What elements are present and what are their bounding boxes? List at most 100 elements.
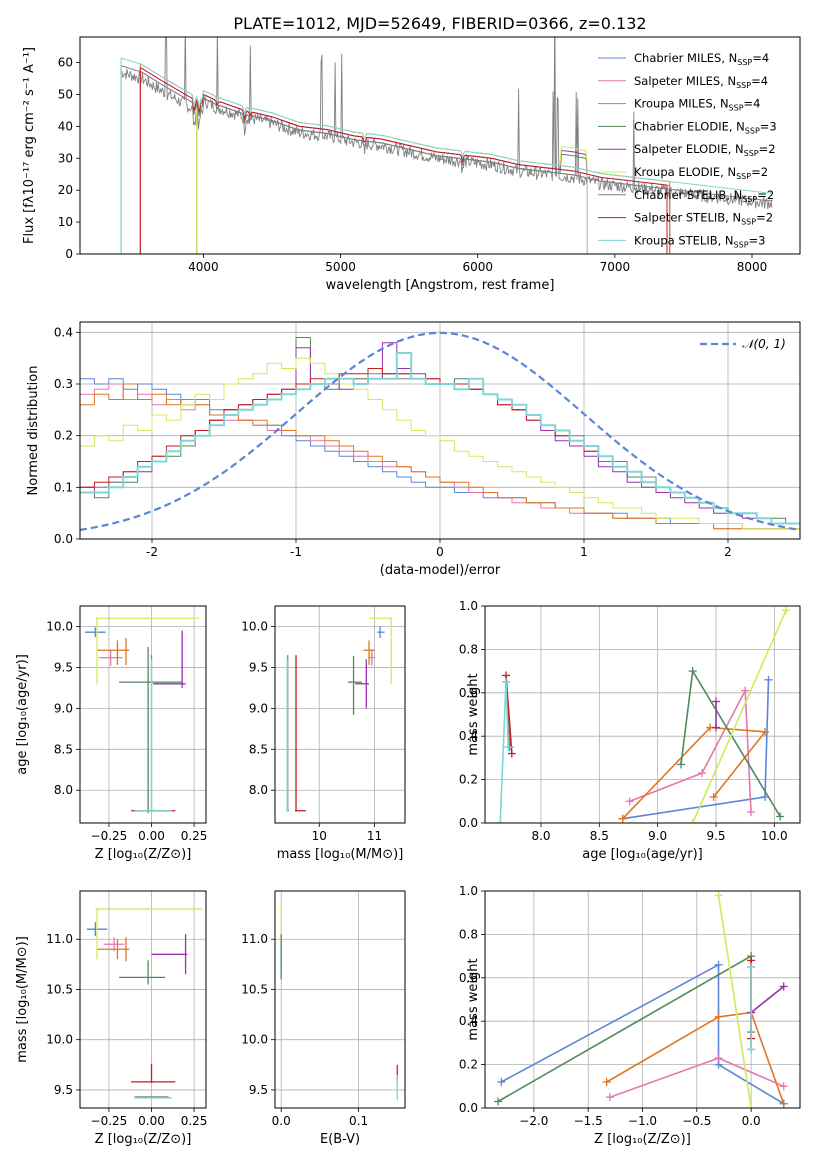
- series-salpeter-miles: [605, 1054, 788, 1102]
- legend-label-tail: =2: [759, 142, 776, 156]
- y-tick-label: 10.0: [241, 619, 268, 633]
- x-tick-label: 8.5: [590, 829, 609, 843]
- legend-label: Kroupa STELIB, NSSP=3: [634, 233, 765, 249]
- data-point-kroupa-miles: [363, 640, 375, 665]
- series-chabrier-miles: [618, 675, 773, 823]
- y-tick-label: 0.4: [459, 729, 478, 743]
- legend-label: Salpeter STELIB, NSSP=2: [634, 211, 773, 227]
- x-axis-label: mass [log₁₀(M/M⊙)]: [277, 847, 404, 862]
- x-tick-label: 8000: [737, 260, 768, 274]
- y-tick-label: 0.8: [459, 927, 478, 941]
- legend-label-tail: =2: [756, 211, 773, 225]
- y-tick-label: 9.5: [54, 1083, 73, 1097]
- x-tick-label: 8.0: [531, 829, 550, 843]
- x-tick-label: 7000: [600, 260, 631, 274]
- x-tick-label: 0.0: [742, 1114, 761, 1128]
- x-tick-label: 6000: [462, 260, 493, 274]
- chart-weight-z: −2.0 −1.5 −1.0 −0.5 0.0 0.0 0.2 0.4 0.6 0.8 1.0 Z […: [459, 884, 801, 1147]
- y-tick-label: 10.5: [46, 982, 73, 996]
- y-tick-label: 1.0: [459, 599, 478, 613]
- series-kroupa-stelib: [496, 677, 513, 823]
- y-axis-label: Flux [fλ10⁻¹⁷ erg cm⁻² s⁻¹ A⁻¹]: [22, 47, 37, 244]
- legend-label: Salpeter ELODIE, NSSP=2: [634, 142, 776, 158]
- legend-label-tail: =4: [751, 74, 768, 88]
- y-tick-label: 8.5: [54, 742, 73, 756]
- axes-frame: [79, 890, 207, 1109]
- y-tick-label: 0.0: [459, 1101, 478, 1115]
- y-tick-label: 0.0: [54, 532, 73, 546]
- y-axis-label: mass [log₁₀(M/M⊙)]: [15, 936, 30, 1063]
- plot-area: [485, 606, 800, 823]
- y-tick-label: 9.5: [249, 1083, 268, 1097]
- axes-frame: [274, 605, 406, 824]
- legend-label-sub: SSP: [734, 240, 749, 249]
- chart-spectrum: 4000 5000 6000 7000 8000 0 10 20 30 40 50 60 wavelen…: [22, 36, 801, 293]
- x-tick-label: 0.1: [349, 1114, 368, 1128]
- y-tick-label: 30: [58, 151, 73, 165]
- y-tick-label: 40: [58, 119, 73, 133]
- legend-label-sub: SSP: [742, 195, 757, 204]
- y-axis-label: mass weight: [466, 673, 481, 755]
- axes-frame: [79, 36, 801, 255]
- model-line-chabrier-stelib: [120, 65, 773, 254]
- data-point-kroupa-elodie: [95, 908, 203, 960]
- data-point-kroupa-miles: [97, 939, 130, 960]
- model-line-salpeter-miles: [139, 67, 671, 254]
- y-tick-label: 20: [58, 183, 73, 197]
- data-point-chabrier-miles: [377, 626, 385, 638]
- model-line-kroupa-miles: [139, 63, 671, 254]
- series-line: [499, 681, 510, 823]
- legend-label-main: Kroupa MILES, N: [634, 97, 729, 111]
- series-line: [629, 689, 752, 813]
- chart-residuals: -2 -1 0 1 2 0.0 0.1 0.2 0.3 0.4 (data-model)/error…: [26, 321, 801, 578]
- x-tick-label: 5000: [325, 260, 356, 274]
- x-axis-label: Z [log₁₀(Z/Z⊙)]: [95, 1132, 192, 1147]
- axes-frame: [79, 321, 801, 540]
- spectrum-data-line: [120, 37, 773, 210]
- legend-label-sub: SSP: [736, 81, 751, 90]
- x-axis-label: Z [log₁₀(Z/Z⊙)]: [594, 1132, 691, 1147]
- chart-mass-ebv: 0.0 0.1 9.5 10.0 10.5 11.0 E(B-V): [241, 890, 406, 1147]
- histogram-kroupa-miles: [80, 383, 800, 530]
- y-tick-label: 8.0: [249, 783, 268, 797]
- legend-label-main: Kroupa STELIB, N: [634, 233, 734, 247]
- x-axis-label: E(B-V): [320, 1132, 360, 1147]
- data-point-chabrier-miles: [85, 627, 106, 638]
- data-point-salpeter-elodie: [153, 630, 186, 688]
- x-tick-label: 11: [367, 829, 382, 843]
- x-tick-label: 4000: [188, 260, 219, 274]
- chart-age-z: −0.25 0.00 0.25 8.0 8.5 9.0 9.5 10.0 Z [log₁₀(Z/…: [15, 605, 207, 862]
- legend-label: Chabrier STELIB, NSSP=2: [634, 188, 774, 204]
- x-tick-label: 0.25: [181, 1114, 208, 1128]
- y-tick-label: 11.0: [241, 932, 268, 946]
- legend-label: 𝒩(0, 1): [742, 337, 786, 351]
- x-tick-label: 10: [312, 829, 327, 843]
- y-tick-label: 0.1: [54, 480, 73, 494]
- legend-label-tail: =2: [757, 188, 774, 202]
- y-tick-label: 10.0: [46, 619, 73, 633]
- x-axis-label: age [log₁₀(age/yr)]: [582, 847, 703, 862]
- legend-label-sub: SSP: [736, 172, 751, 181]
- series-line: [606, 1011, 785, 1104]
- y-tick-label: 0.6: [459, 686, 478, 700]
- data-point-salpeter-stelib: [131, 1063, 176, 1083]
- plot-area: [80, 322, 800, 539]
- legend-label-main: Salpeter MILES, N: [634, 74, 736, 88]
- x-tick-label: -2: [146, 545, 158, 559]
- model-line-salpeter-stelib: [139, 67, 668, 254]
- histogram-kroupa-stelib: [80, 352, 800, 525]
- series-kroupa-elodie: [688, 606, 790, 823]
- data-point-salpeter-elodie: [355, 659, 370, 709]
- gaussian-curve: [80, 331, 800, 531]
- legend-label: Kroupa ELODIE, NSSP=2: [634, 165, 768, 181]
- y-tick-label: 11.0: [46, 932, 73, 946]
- y-tick-label: 9.0: [249, 701, 268, 715]
- x-tick-label: −1.5: [574, 1114, 603, 1128]
- y-tick-label: 8.0: [54, 783, 73, 797]
- series-salpeter-elodie: [712, 697, 720, 732]
- plot-area: [485, 891, 800, 1108]
- x-tick-label: −1.0: [628, 1114, 657, 1128]
- y-tick-label: 0.4: [459, 1014, 478, 1028]
- y-tick-label: 0.8: [459, 642, 478, 656]
